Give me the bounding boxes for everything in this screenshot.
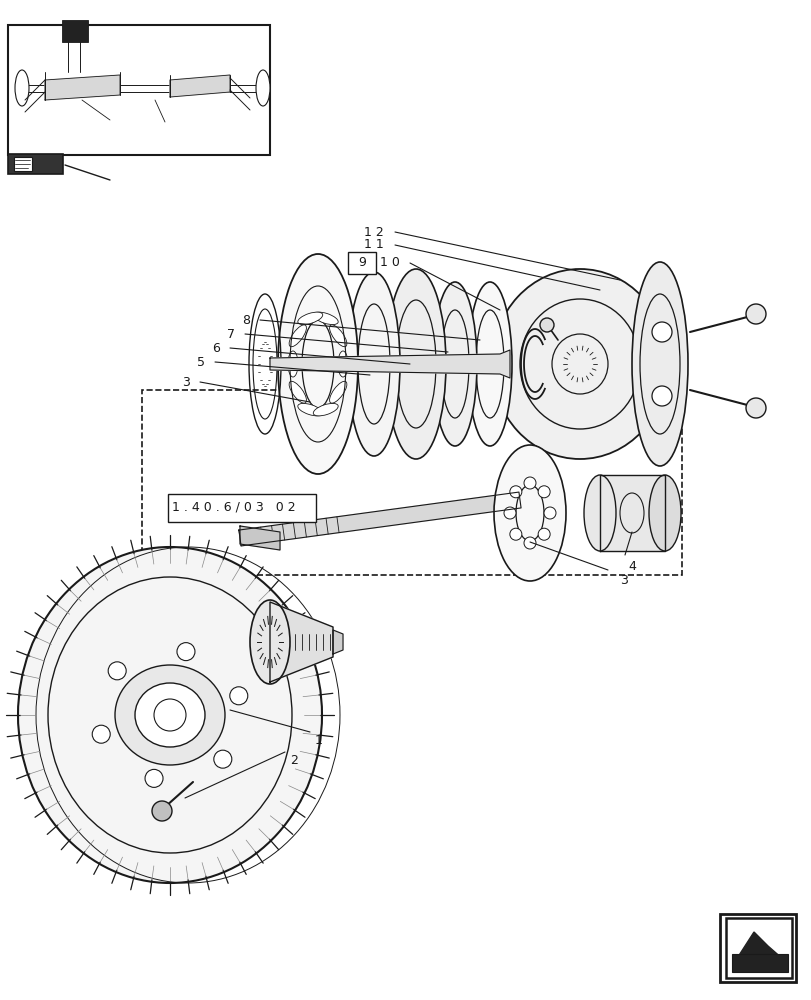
Ellipse shape: [313, 312, 337, 325]
Circle shape: [145, 769, 163, 787]
Ellipse shape: [385, 269, 445, 459]
Ellipse shape: [298, 312, 322, 325]
Text: 9: 9: [358, 256, 366, 269]
Circle shape: [230, 687, 247, 705]
Bar: [727, 922, 765, 974]
Polygon shape: [45, 75, 120, 100]
Circle shape: [523, 477, 535, 489]
Text: 2: 2: [290, 754, 298, 767]
Ellipse shape: [337, 351, 348, 377]
Ellipse shape: [250, 600, 290, 684]
Bar: [8, 154, 63, 174]
Ellipse shape: [135, 683, 204, 747]
Circle shape: [538, 528, 550, 540]
Polygon shape: [270, 602, 333, 682]
Bar: [8, 25, 270, 155]
Ellipse shape: [519, 299, 639, 429]
Polygon shape: [240, 526, 280, 550]
Bar: [731, 954, 787, 972]
Text: 7: 7: [227, 328, 234, 340]
Ellipse shape: [18, 547, 322, 883]
Polygon shape: [735, 932, 783, 960]
Ellipse shape: [277, 254, 358, 474]
Bar: [168, 494, 315, 522]
Bar: [142, 390, 681, 575]
Ellipse shape: [298, 403, 322, 416]
Polygon shape: [270, 350, 509, 378]
Circle shape: [177, 643, 195, 661]
Ellipse shape: [255, 70, 270, 106]
Circle shape: [213, 750, 231, 768]
Polygon shape: [599, 475, 664, 551]
Text: 8: 8: [242, 314, 250, 326]
Text: 3: 3: [182, 375, 190, 388]
Bar: [725, 918, 791, 978]
Text: 5: 5: [197, 356, 204, 368]
Circle shape: [509, 486, 521, 498]
Ellipse shape: [289, 325, 306, 347]
Ellipse shape: [115, 665, 225, 765]
Bar: [14, 157, 32, 171]
Circle shape: [523, 537, 535, 549]
Ellipse shape: [491, 269, 667, 459]
Polygon shape: [333, 630, 342, 654]
Polygon shape: [169, 75, 230, 97]
Text: 4: 4: [627, 560, 635, 573]
Ellipse shape: [467, 282, 512, 446]
Circle shape: [92, 725, 110, 743]
Bar: [719, 914, 795, 982]
Circle shape: [538, 486, 550, 498]
Polygon shape: [767, 938, 791, 960]
Bar: [62, 20, 88, 42]
Ellipse shape: [152, 801, 172, 821]
Ellipse shape: [288, 351, 298, 377]
Circle shape: [509, 528, 521, 540]
Circle shape: [108, 662, 126, 680]
Ellipse shape: [15, 70, 29, 106]
Text: 3: 3: [620, 574, 627, 587]
Circle shape: [539, 318, 553, 332]
Circle shape: [504, 507, 515, 519]
Text: 1: 1: [315, 734, 323, 747]
Ellipse shape: [583, 475, 616, 551]
Ellipse shape: [648, 475, 680, 551]
Ellipse shape: [289, 381, 306, 403]
Ellipse shape: [329, 325, 346, 347]
Circle shape: [543, 507, 556, 519]
Polygon shape: [238, 492, 521, 546]
Text: 1 1: 1 1: [364, 238, 384, 251]
Ellipse shape: [493, 445, 565, 581]
Text: 1 . 4 0 . 6 / 0 3   0 2: 1 . 4 0 . 6 / 0 3 0 2: [172, 500, 295, 514]
Ellipse shape: [631, 262, 687, 466]
Text: 1 0: 1 0: [380, 256, 399, 269]
Text: 1 2: 1 2: [364, 226, 384, 239]
Circle shape: [745, 398, 765, 418]
Text: 6: 6: [212, 342, 220, 355]
Circle shape: [651, 386, 672, 406]
Ellipse shape: [329, 381, 346, 403]
Polygon shape: [755, 930, 765, 940]
Circle shape: [745, 304, 765, 324]
Ellipse shape: [348, 272, 400, 456]
Bar: [348, 252, 375, 274]
Circle shape: [651, 322, 672, 342]
Ellipse shape: [313, 403, 337, 416]
Ellipse shape: [432, 282, 476, 446]
